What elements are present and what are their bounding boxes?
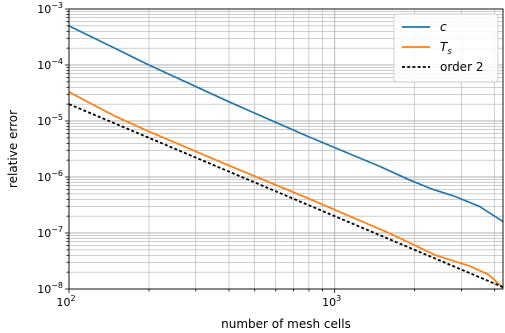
y-axis-label: relative error [6,110,20,188]
legend-label-1: Ts [440,40,452,57]
series-line-1 [68,91,504,289]
x-axis-label: number of mesh cells [221,317,351,331]
y-tick-label: 10−8 [37,281,63,296]
y-tick-label: 10−7 [37,225,63,240]
legend-box [393,13,499,83]
series-line-2 [68,103,504,288]
legend: c Ts order 2 [393,13,499,83]
plot-frame [68,8,504,290]
legend-label-0: c [440,20,447,34]
y-tick-label: 10−5 [37,113,63,128]
y-tick-label: 10−6 [37,169,63,184]
x-tick-label: 103 [322,294,341,309]
series-line-0 [68,25,504,223]
y-tick-label: 10−3 [37,1,63,16]
tick-labels: 102 103 10−8 10−7 10−6 10−5 10−4 10−3 [37,1,341,309]
series-lines [68,25,504,289]
legend-label-2: order 2 [440,60,483,74]
ticks [65,8,496,293]
x-tick-label: 102 [56,294,75,309]
y-tick-label: 10−4 [37,57,63,72]
